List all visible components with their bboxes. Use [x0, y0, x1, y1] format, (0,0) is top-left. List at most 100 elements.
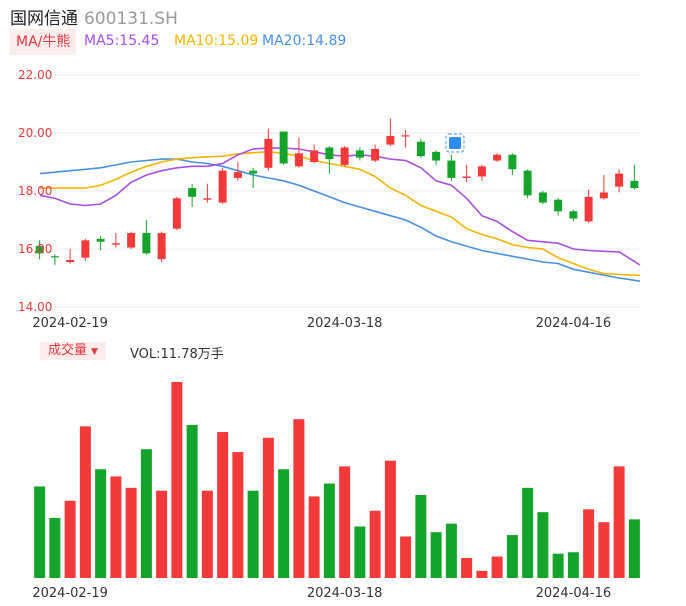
- volume-indicator-selector[interactable]: 成交量 ▼: [40, 342, 106, 360]
- candle: [96, 235, 105, 251]
- volume-bar: [64, 500, 76, 578]
- volume-bar: [217, 432, 229, 578]
- volume-bar: [171, 381, 183, 578]
- ma10-line: [40, 150, 641, 277]
- stock-name: 国网信通: [10, 9, 78, 29]
- x-tick-label: 2024-02-19: [32, 316, 108, 331]
- candle: [111, 233, 120, 248]
- candle: [599, 175, 608, 200]
- ma5-legend: MA5:15.45: [84, 33, 160, 49]
- candle: [294, 137, 303, 168]
- indicator-icon[interactable]: [445, 133, 465, 153]
- volume-bar: [323, 483, 335, 578]
- volume-bar: [95, 469, 107, 578]
- x-tick-label: 2024-03-18: [307, 586, 383, 601]
- candle: [477, 164, 486, 181]
- candle: [508, 153, 517, 176]
- moving-average-lines: [39, 147, 641, 282]
- candle: [127, 231, 136, 249]
- candlestick-series: [35, 118, 639, 265]
- candle: [310, 144, 319, 164]
- stock-code: 600131.SH: [84, 9, 178, 29]
- candle: [615, 169, 624, 193]
- volume-bar: [461, 557, 473, 578]
- volume-bar: [278, 469, 290, 578]
- volume-bar: [186, 424, 198, 578]
- candle: [401, 130, 410, 148]
- volume-bar: [232, 452, 244, 578]
- volume-bars: [34, 381, 640, 578]
- candle: [325, 146, 334, 174]
- candle: [355, 147, 364, 161]
- price-date-labels: 2024-02-19 2024-03-18 2024-04-16: [32, 316, 611, 331]
- caret-down-icon: ▼: [91, 347, 98, 357]
- volume-bar: [34, 486, 46, 578]
- candle: [188, 183, 197, 207]
- volume-bar: [552, 553, 564, 578]
- volume-bar: [384, 460, 396, 578]
- volume-bar: [247, 490, 259, 578]
- candle: [554, 198, 563, 216]
- candle: [233, 162, 242, 181]
- stock-title: 国网信通 600131.SH: [10, 4, 178, 29]
- candle: [371, 144, 380, 162]
- candle: [81, 238, 90, 261]
- volume-bar: [400, 536, 412, 578]
- candle: [142, 220, 151, 255]
- candle: [569, 209, 578, 222]
- candle: [157, 231, 166, 263]
- candle: [66, 249, 75, 264]
- candle: [340, 146, 349, 167]
- volume-bar: [415, 495, 427, 578]
- ma5-line: [39, 147, 641, 266]
- volume-bar: [293, 419, 305, 578]
- y-tick-label: 18.00: [18, 184, 52, 198]
- volume-date-labels: 2024-02-19 2024-03-18 2024-04-16: [32, 586, 611, 601]
- candle: [249, 167, 258, 189]
- candle: [386, 118, 395, 147]
- candle: [432, 150, 441, 165]
- candle: [584, 189, 593, 223]
- volume-value-text: VOL:11.78万手: [130, 347, 224, 362]
- candle: [264, 128, 273, 171]
- candle: [493, 153, 502, 162]
- candle: [416, 138, 425, 158]
- volume-bar: [49, 517, 61, 578]
- volume-bar: [567, 552, 579, 578]
- ma20-line: [39, 158, 641, 282]
- volume-bar: [110, 476, 122, 578]
- y-tick-label: 16.00: [18, 242, 52, 256]
- y-tick-label: 20.00: [18, 126, 52, 140]
- price-axis-labels: 22.00 20.00 18.00 16.00 14.00: [18, 68, 52, 314]
- volume-bar: [506, 535, 518, 578]
- ma-selector-tag[interactable]: MA/牛熊: [10, 29, 77, 55]
- volume-bar: [140, 449, 152, 578]
- volume-bar: [369, 510, 381, 578]
- volume-bar: [354, 526, 366, 578]
- candle: [538, 191, 547, 205]
- candle: [279, 131, 288, 165]
- x-tick-label: 2024-04-16: [536, 316, 612, 331]
- volume-bar: [201, 490, 213, 578]
- volume-tag-label: 成交量: [48, 343, 88, 358]
- volume-bar: [628, 519, 640, 578]
- ma20-legend: MA20:14.89: [262, 33, 347, 49]
- candle: [447, 154, 456, 181]
- x-tick-label: 2024-03-18: [307, 316, 383, 331]
- volume-bar: [613, 466, 625, 578]
- candle: [172, 196, 181, 231]
- volume-bar: [262, 437, 274, 578]
- x-tick-label: 2024-02-19: [32, 586, 108, 601]
- candle: [218, 167, 227, 205]
- x-tick-label: 2024-04-16: [536, 586, 612, 601]
- volume-bar: [476, 570, 488, 578]
- volume-bar: [583, 509, 595, 578]
- y-tick-label: 14.00: [18, 300, 52, 314]
- candle: [630, 164, 639, 190]
- candle: [35, 240, 44, 260]
- volume-bar: [339, 466, 351, 578]
- volume-bar: [445, 523, 457, 578]
- volume-bar: [491, 556, 503, 578]
- volume-bar: [156, 490, 168, 578]
- price-grid: [52, 74, 640, 308]
